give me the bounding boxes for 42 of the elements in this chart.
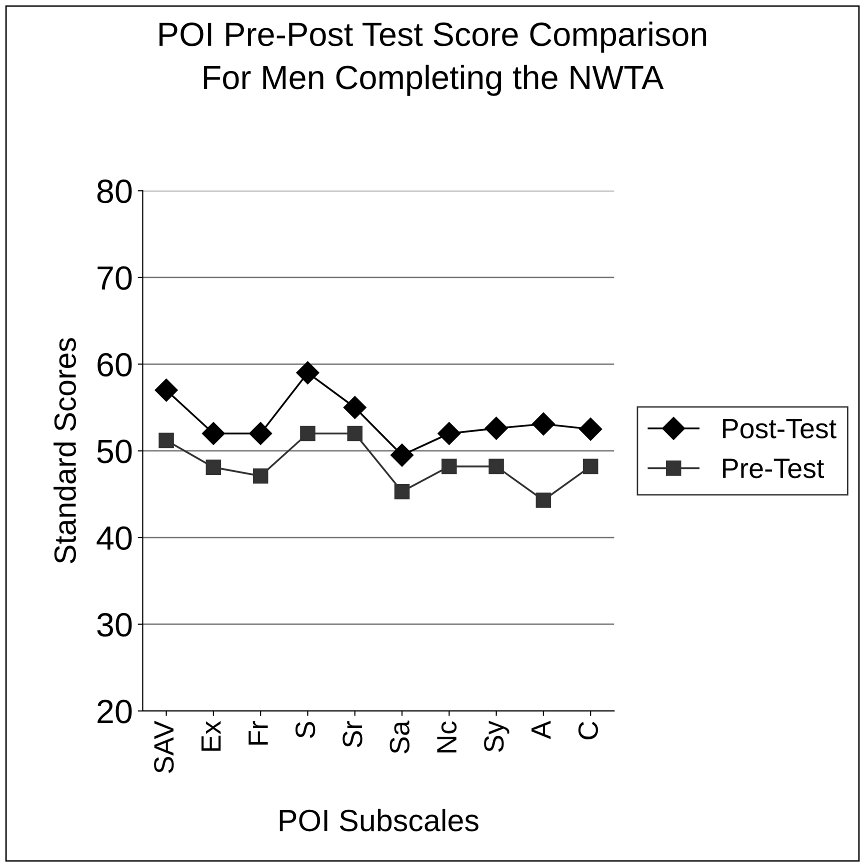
point (300, 426, 316, 442)
point (484, 416, 508, 440)
point (579, 418, 602, 441)
point (206, 460, 222, 475)
point (390, 444, 414, 467)
point (394, 484, 410, 500)
point (438, 422, 461, 445)
x-tick-label: C (578, 722, 598, 740)
x-tick-label: A (532, 720, 551, 740)
point (202, 422, 225, 445)
point (347, 426, 363, 442)
point (442, 458, 457, 474)
y-tick-label: 40 (96, 526, 132, 550)
y-tick-label: 80 (97, 180, 132, 204)
x-tick-label: S (296, 722, 316, 738)
y-tick-label: 30 (97, 613, 132, 637)
point (154, 378, 178, 402)
x-tick-label: Sa (390, 720, 410, 754)
x-tick-label: SAV (154, 720, 174, 773)
legend-label: Pre-Test (723, 458, 824, 478)
legend-label: Post-Test (723, 419, 836, 438)
point (536, 492, 552, 508)
x-tick-label: Ex (202, 720, 221, 751)
point (343, 396, 366, 419)
point (158, 432, 174, 448)
point (252, 468, 268, 484)
y-axis-title: Standard Scores (54, 338, 76, 564)
point (296, 361, 320, 384)
point (532, 412, 555, 436)
x-tick-label: Sy (484, 720, 510, 752)
y-tick-label: 70 (98, 266, 132, 290)
point (488, 458, 504, 474)
y-tick-label: 60 (98, 352, 132, 377)
x-tick-label: Nc (437, 721, 457, 752)
x-tick-label: Sr (342, 721, 362, 748)
y-tick-label: 50 (97, 440, 132, 464)
y-tick-label: 20 (98, 700, 132, 724)
chart-title: POI Pre-Post Test Score Comparison For Men Completing the NWTA (160, 22, 706, 96)
point (249, 422, 272, 445)
x-axis-title: POI Subscales (280, 808, 478, 832)
point (582, 458, 598, 474)
x-tick-label: Fr (248, 721, 268, 745)
